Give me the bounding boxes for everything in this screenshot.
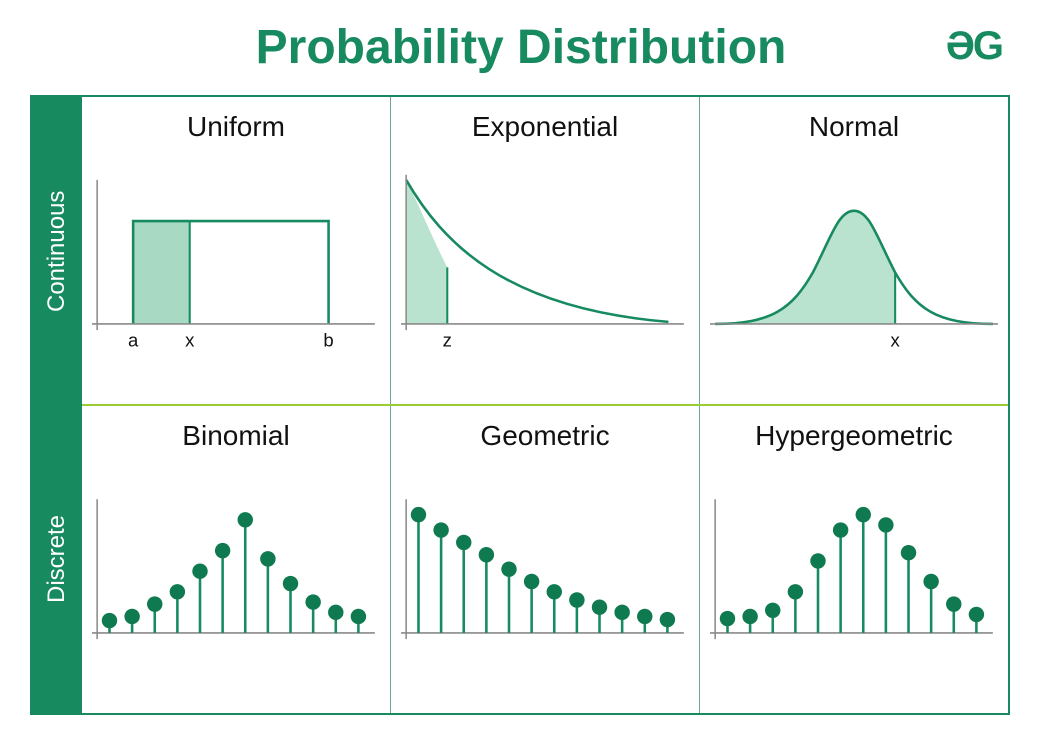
svg-text:x: x <box>891 330 901 351</box>
row-discrete: Binomial Geometric Hypergeometric <box>82 404 1008 713</box>
chart-normal: x <box>710 151 998 394</box>
cell-binomial: Binomial <box>82 406 390 713</box>
chart-hypergeometric <box>710 460 998 703</box>
distribution-grid: Continuous Discrete Uniform a x b Exponent… <box>30 95 1010 715</box>
cell-title-normal: Normal <box>809 111 899 143</box>
cell-exponential: Exponential z <box>390 97 699 404</box>
cell-title-geometric: Geometric <box>480 420 609 452</box>
row-labels-column: Continuous Discrete <box>32 97 82 713</box>
site-logo: ƏG <box>946 24 1002 69</box>
svg-text:z: z <box>443 330 452 351</box>
chart-geometric <box>401 460 689 703</box>
cell-hypergeometric: Hypergeometric <box>699 406 1008 713</box>
row-continuous: Uniform a x b Exponential z Normal x <box>82 97 1008 404</box>
cells-area: Uniform a x b Exponential z Normal x <box>82 97 1008 713</box>
cell-title-uniform: Uniform <box>187 111 285 143</box>
cell-normal: Normal x <box>699 97 1008 404</box>
row-label-discrete: Discrete <box>32 405 82 713</box>
page-title: Probability Distribution <box>30 20 1012 75</box>
row-label-continuous: Continuous <box>32 97 82 405</box>
chart-uniform: axb <box>92 151 380 394</box>
svg-text:b: b <box>323 330 333 351</box>
cell-title-binomial: Binomial <box>182 420 289 452</box>
cell-uniform: Uniform a x b <box>82 97 390 404</box>
svg-text:a: a <box>128 330 139 351</box>
cell-title-exponential: Exponential <box>472 111 618 143</box>
cell-geometric: Geometric <box>390 406 699 713</box>
svg-text:x: x <box>185 330 195 351</box>
chart-binomial <box>92 460 380 703</box>
chart-exponential: z <box>401 151 689 394</box>
cell-title-hypergeometric: Hypergeometric <box>755 420 953 452</box>
